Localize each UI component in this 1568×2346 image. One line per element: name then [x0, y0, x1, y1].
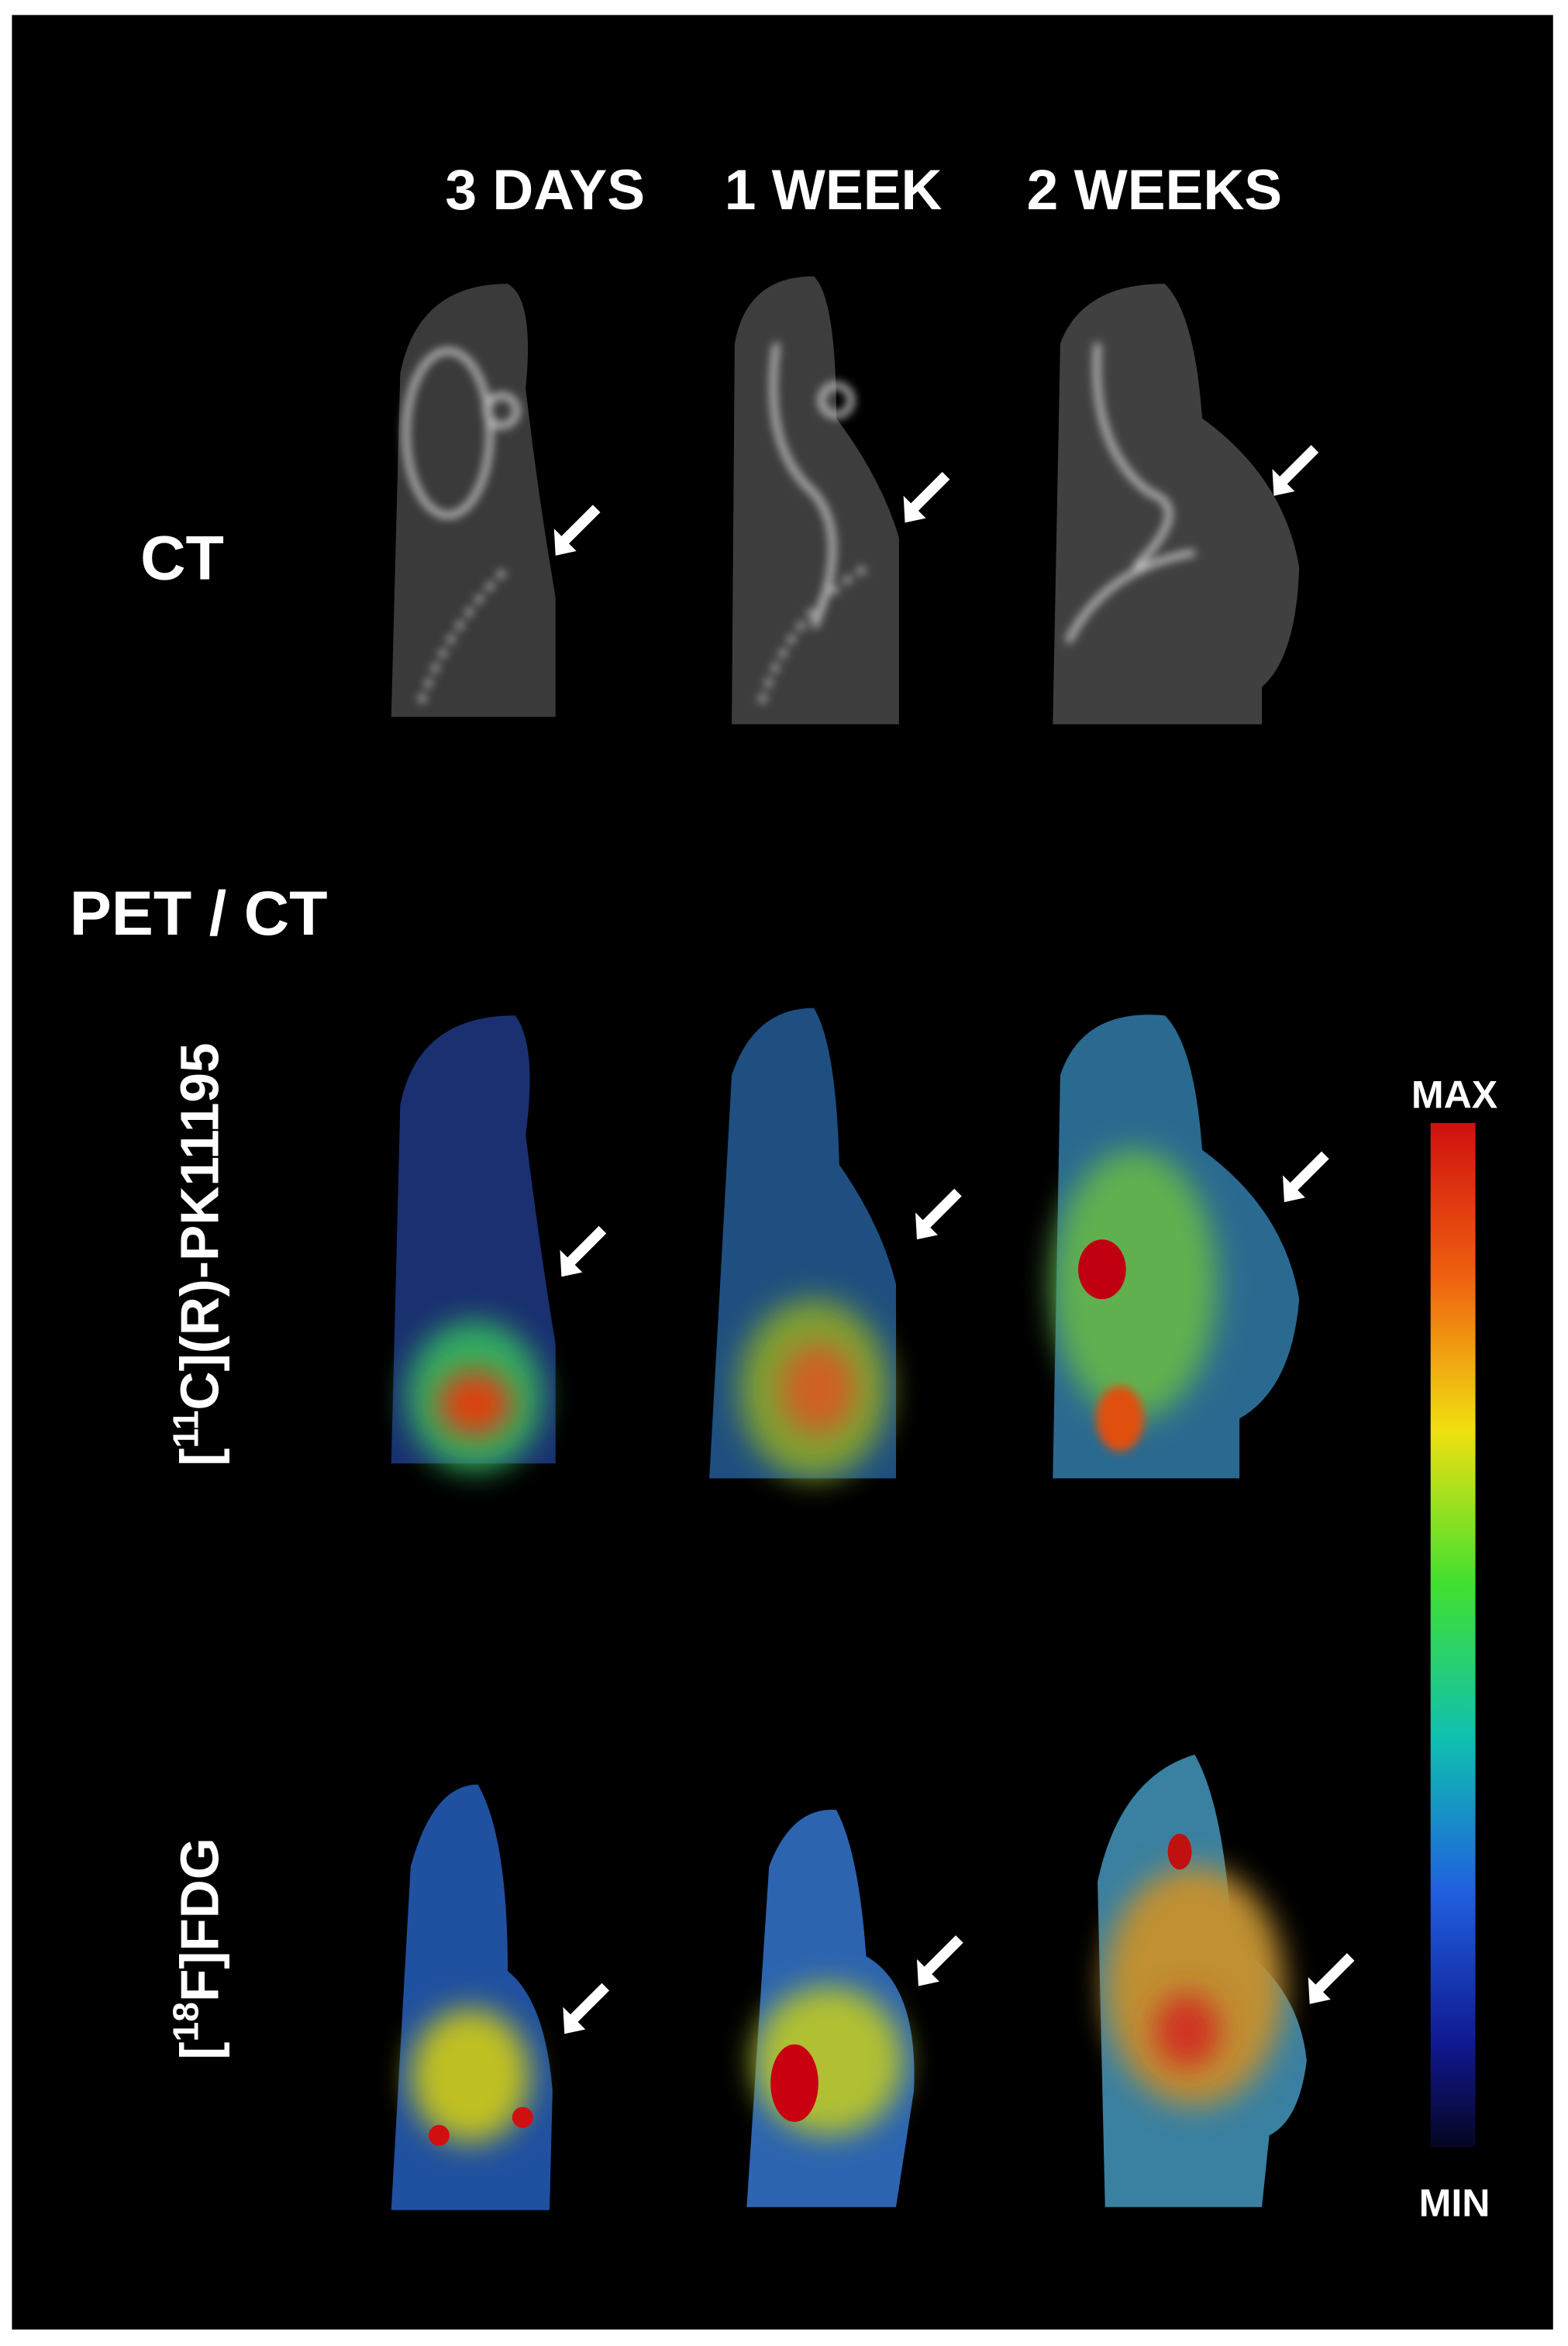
column-label: 3 DAYS	[445, 158, 645, 222]
tracer-label-part: [	[169, 1448, 229, 1466]
scale-max: MAX	[1411, 1073, 1497, 1117]
row-label: CT	[140, 524, 224, 594]
tracer-label-part: [	[169, 2042, 229, 2060]
pk11195-images	[391, 1008, 1329, 1479]
row-label: PET / CT	[70, 879, 328, 949]
fdg-images	[391, 1754, 1355, 2210]
ct-scan	[1053, 284, 1300, 725]
tracer-label-part: 11	[165, 1411, 205, 1449]
tracer-label-part: C](R)-PK11195	[169, 1042, 229, 1410]
column-label: 1 WEEK	[725, 158, 943, 222]
tracer-label: [11C](R)-PK11195	[165, 1042, 229, 1466]
column-label: 2 WEEKS	[1027, 158, 1283, 222]
scale-min: MIN	[1419, 2181, 1490, 2224]
tracer-label: [18F]FDG	[165, 1838, 229, 2059]
tracer-label-part: 18	[165, 2002, 205, 2041]
tracer-label-part: F]FDG	[169, 1838, 229, 2002]
labels: 3 DAYS 1 WEEK 2 WEEKS CT PET / CT [11C](…	[70, 158, 1497, 2224]
ct-images	[391, 276, 1319, 725]
colorbar	[1430, 1122, 1476, 2148]
